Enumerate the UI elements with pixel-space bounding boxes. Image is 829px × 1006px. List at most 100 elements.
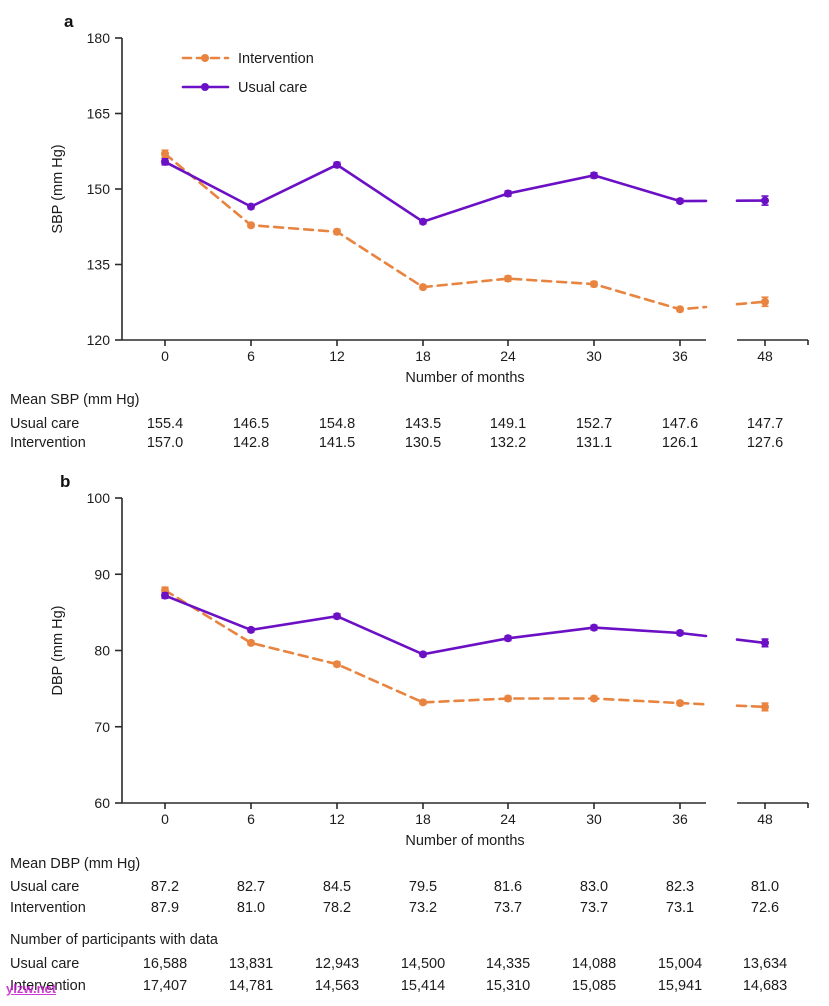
data-point-intervention [247,638,255,647]
table-cell: 79.5 [408,879,438,895]
table-cell: 130.5 [404,435,442,451]
table-cell: 149.1 [489,416,527,432]
table-header: Mean SBP (mm Hg) [10,392,140,408]
table-cell: 131.1 [575,435,613,451]
table-cell: 81.0 [750,879,780,895]
x-tick-label: 12 [329,811,345,827]
data-point-usual-care [590,623,598,632]
x-tick-label: 18 [415,348,431,364]
data-point-intervention [761,297,769,306]
table-cell: 87.9 [150,900,180,916]
table-cell: 13,831 [228,956,274,972]
x-axis-title: Number of months [405,370,524,386]
data-point-intervention [590,694,598,703]
y-tick-label: 90 [94,566,110,582]
data-point-usual-care [161,157,169,166]
table-cell: 14,335 [485,956,531,972]
table-row-label: Intervention [10,435,86,451]
data-point-intervention [419,283,427,292]
table-cell: 14,500 [400,956,446,972]
data-point-intervention [333,227,341,236]
series-line-usual-care-after-break [735,638,767,645]
table-cell: 14,683 [742,978,788,994]
table-cell: 81.6 [493,879,523,895]
x-tick-label: 0 [161,811,169,827]
table-cell: 14,563 [314,978,360,994]
data-point-usual-care [333,160,341,169]
series-line-usual-care [163,594,708,656]
data-point-usual-care [761,196,769,205]
data-point-usual-care [333,612,341,621]
table-cell: 154.8 [318,416,356,432]
x-tick-label: 36 [672,348,688,364]
y-axis-title: DBP (mm Hg) [50,606,66,696]
table-cell: 73.7 [493,900,523,916]
x-tick-label: 18 [415,811,431,827]
table-cell: 73.2 [408,900,438,916]
table-row-label: Usual care [10,956,80,972]
table-cell: 16,588 [142,956,188,972]
table-header: Number of participants with data [10,932,218,948]
table-cell: 15,085 [571,978,617,994]
x-tick-label: 24 [500,811,516,827]
data-point-usual-care [676,197,684,206]
data-point-usual-care [419,217,427,226]
x-tick-label: 0 [161,348,169,364]
table-cell: 141.5 [318,435,356,451]
legend-label-usual-care: Usual care [238,80,307,96]
table-cell: 82.3 [665,879,695,895]
y-tick-label: 180 [87,30,111,46]
table-cell: 155.4 [146,416,184,432]
y-tick-label: 100 [87,490,111,506]
data-point-intervention [333,660,341,669]
table-cell: 73.1 [665,900,695,916]
data-point-intervention [676,699,684,708]
data-point-usual-care [504,189,512,198]
table-cell: 78.2 [322,900,352,916]
table-cell: 15,941 [657,978,703,994]
data-point-intervention [504,274,512,283]
series-line-usual-care [163,160,708,224]
x-tick-label: 36 [672,811,688,827]
table-cell: 126.1 [661,435,699,451]
table-cell: 157.0 [146,435,184,451]
table-cell: 81.0 [236,900,266,916]
table-cell: 84.5 [322,879,352,895]
table-cell: 14,781 [228,978,274,994]
table-cell: 142.8 [232,435,270,451]
table-cell: 12,943 [314,956,360,972]
series-line-intervention-after-break [735,704,767,709]
data-point-usual-care [504,634,512,643]
data-point-intervention [504,694,512,703]
data-point-intervention [676,305,684,314]
data-point-usual-care [161,591,169,600]
data-point-intervention [419,698,427,707]
y-tick-label: 120 [87,332,111,348]
y-tick-label: 165 [87,106,111,122]
table-cell: 132.2 [489,435,527,451]
table-cell: 73.7 [579,900,609,916]
y-tick-label: 80 [94,643,110,659]
legend-label-intervention: Intervention [238,51,314,67]
y-tick-label: 135 [87,257,111,273]
table-cell: 72.6 [750,900,780,916]
table-header: Mean DBP (mm Hg) [10,856,141,872]
legend-marker [201,54,209,62]
x-tick-label: 12 [329,348,345,364]
data-point-usual-care [419,650,427,659]
x-tick-label: 30 [586,348,602,364]
data-point-usual-care [761,638,769,647]
table-cell: 147.6 [661,416,699,432]
table-cell: 14,088 [571,956,617,972]
table-cell: 15,414 [400,978,446,994]
table-row-label: Intervention [10,978,86,994]
series-line-intervention [163,152,708,311]
y-tick-label: 60 [94,795,110,811]
table-cell: 146.5 [232,416,270,432]
data-point-usual-care [676,628,684,637]
x-tick-label: 48 [757,348,773,364]
x-tick-label: 48 [757,811,773,827]
series-line-intervention-after-break [735,300,767,306]
